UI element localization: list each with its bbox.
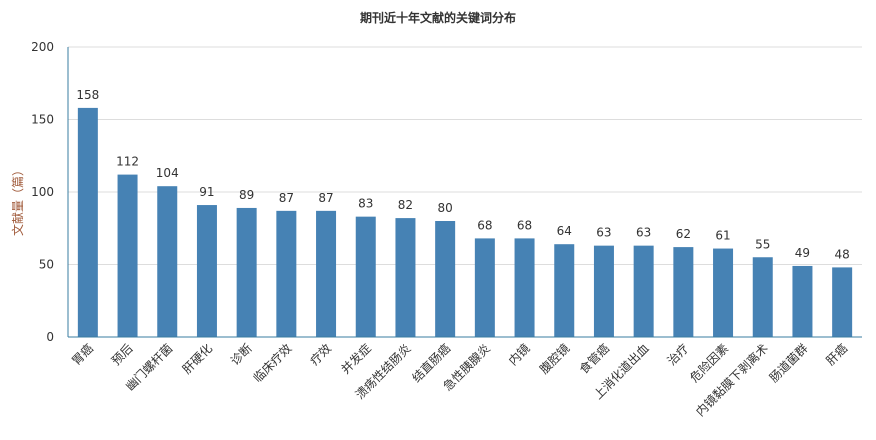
x-category-label: 胃癌 [68, 341, 96, 369]
bar-value-label: 62 [676, 227, 691, 241]
data-labels: 158 112 104 91 89 87 87 83 82 80 68 68 64 63 63 62 61 55 4… [76, 88, 850, 261]
bar-value-label: 63 [636, 226, 651, 240]
x-category-label: 治疗 [665, 341, 692, 368]
bar-value-label: 55 [755, 237, 770, 251]
y-tick-label: 50 [39, 258, 54, 272]
bar [832, 267, 853, 337]
y-axis-ticks: 0 50 100 150 200 [31, 40, 54, 344]
bar-value-label: 68 [477, 218, 492, 232]
bar-value-label: 89 [239, 188, 254, 202]
bar [316, 210, 337, 337]
bar-value-label: 82 [398, 198, 413, 212]
bar-value-label: 64 [557, 224, 572, 238]
x-category-label: 腹腔镜 [536, 341, 572, 377]
chart-title: 期刊近十年文献的关键词分布 [360, 10, 516, 25]
gridlines [68, 46, 862, 265]
bar [77, 107, 98, 338]
bar-value-label: 104 [156, 166, 179, 180]
bar-value-label: 112 [116, 155, 139, 169]
bar [633, 245, 654, 337]
bar [276, 210, 297, 337]
bar-value-label: 68 [517, 218, 532, 232]
x-category-label: 临床疗效 [250, 341, 295, 386]
bar [117, 174, 138, 337]
bar [435, 221, 456, 337]
x-category-label: 预后 [109, 341, 136, 368]
y-tick-label: 0 [46, 330, 54, 344]
bar [514, 238, 535, 337]
bar [792, 265, 813, 337]
bar-value-label: 87 [318, 191, 333, 205]
bar [673, 247, 694, 337]
x-category-label: 内镜 [505, 341, 533, 369]
bar-value-label: 63 [596, 226, 611, 240]
x-category-label: 并发症 [338, 341, 374, 377]
x-category-label: 诊断 [227, 341, 255, 369]
y-tick-label: 200 [31, 40, 54, 54]
bar [474, 238, 495, 337]
bar [752, 257, 773, 337]
bar-value-label: 80 [438, 201, 453, 215]
bar [236, 207, 257, 337]
bar-value-label: 91 [199, 185, 214, 199]
y-tick-label: 150 [31, 113, 54, 127]
bar-value-label: 158 [76, 88, 99, 102]
bar [196, 205, 217, 337]
x-category-label: 内镜黏膜下剥离术 [692, 341, 770, 419]
bar-value-label: 61 [715, 229, 730, 243]
bar [593, 245, 614, 337]
bar-series [77, 107, 853, 338]
bar-value-label: 49 [795, 246, 810, 260]
x-category-label: 疗效 [307, 341, 335, 369]
bar-value-label: 83 [358, 197, 373, 211]
y-tick-label: 100 [31, 185, 54, 199]
bar [713, 248, 734, 337]
bar-value-label: 48 [835, 247, 850, 261]
axes [67, 47, 862, 338]
x-category-label: 食管癌 [576, 341, 612, 377]
x-category-label: 肝癌 [823, 341, 851, 369]
bar [355, 216, 376, 337]
bar [157, 186, 178, 337]
x-category-label: 肠道菌群 [767, 341, 811, 385]
bar [554, 244, 575, 337]
bar-value-label: 87 [279, 191, 294, 205]
bar [395, 218, 416, 337]
y-axis-title: 文献量（篇） [10, 164, 25, 236]
x-category-label: 肝硬化 [180, 341, 215, 376]
